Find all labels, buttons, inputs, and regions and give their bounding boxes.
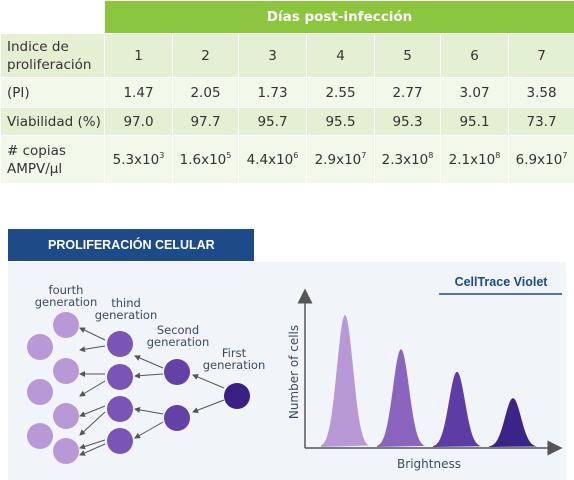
table-cell: 95.7 xyxy=(238,107,307,136)
cell-second-gen xyxy=(164,405,190,431)
table-cell: 95.3 xyxy=(374,107,441,136)
table-cell: 3 xyxy=(238,33,307,78)
chart-peak xyxy=(433,371,481,447)
table-cell: 5.3x103 xyxy=(104,135,173,184)
chart-title: CellTrace Violet xyxy=(455,275,549,289)
lineage-arrows xyxy=(79,327,225,456)
table-cell: 97.0 xyxy=(104,107,173,136)
chart-peak xyxy=(377,349,425,447)
table-cell: 2.9x107 xyxy=(306,135,375,184)
table-cell: 1.73 xyxy=(238,77,307,108)
cell-fourth-gen xyxy=(53,358,79,384)
table-cell: 5 xyxy=(374,33,441,78)
first-generation-cells xyxy=(224,383,250,409)
label-fourth-2: generation xyxy=(35,295,98,309)
x-axis-label: Brightness xyxy=(397,457,461,471)
row-label-pi: (PI) xyxy=(0,77,105,108)
table-cell: 2.1x108 xyxy=(440,135,509,184)
table-cell: 95.1 xyxy=(440,107,509,136)
chart-peak xyxy=(489,398,537,447)
cell-third-gen xyxy=(107,428,133,454)
second-generation-cells xyxy=(164,359,190,431)
fourth-generation-cells xyxy=(27,312,79,464)
cell-fourth-gen xyxy=(27,379,53,405)
cell-third-gen xyxy=(107,396,133,422)
chart-peaks xyxy=(321,315,537,447)
cell-fourth-gen xyxy=(53,312,79,338)
table-corner xyxy=(0,0,105,34)
label-second-2: generation xyxy=(147,335,210,349)
third-generation-cells xyxy=(107,331,133,454)
row-label-copies: # copias AMPV/µl xyxy=(0,135,105,184)
label-first-2: generation xyxy=(203,358,266,372)
label-second-1: Second xyxy=(157,323,199,337)
table-row-index: Indice de proliferación 1 2 3 4 5 6 7 xyxy=(0,33,574,78)
row-label-viability: Viabilidad (%) xyxy=(0,107,105,136)
table-cell: 1.6x105 xyxy=(172,135,239,184)
table-cell: 3.58 xyxy=(507,77,574,108)
table-cell: 95.5 xyxy=(306,107,375,136)
table-cell: 6.9x107 xyxy=(507,135,574,184)
celltrace-chart: CellTrace Violet Number of cells Brightn… xyxy=(287,275,563,471)
table-row-copies: # copias AMPV/µl 5.3x103 1.6x105 4.4x106… xyxy=(0,135,574,184)
label-third-2: generation xyxy=(95,308,158,322)
table-cell: 2.05 xyxy=(172,77,239,108)
section-title-banner: PROLIFERACIÓN CELULAR xyxy=(8,229,254,261)
row-label-index: Indice de proliferación xyxy=(0,33,105,78)
table-cell: 73.7 xyxy=(507,107,574,136)
cell-second-gen xyxy=(164,359,190,385)
label-third-1: thind xyxy=(111,296,141,310)
cell-third-gen xyxy=(107,364,133,390)
y-axis-label: Number of cells xyxy=(287,325,301,419)
table-cell: 97.7 xyxy=(172,107,239,136)
cell-fourth-gen xyxy=(27,334,53,360)
proliferation-table: Días post-infección Indice de proliferac… xyxy=(0,0,574,184)
table-cell: 2.77 xyxy=(374,77,441,108)
table-cell: 2 xyxy=(172,33,239,78)
table-row-pi: (PI) 1.47 2.05 1.73 2.55 2.77 3.07 3.58 xyxy=(0,77,574,108)
table-cell: 4 xyxy=(306,33,375,78)
cell-fourth-gen xyxy=(27,423,53,449)
table-cell: 1.47 xyxy=(104,77,173,108)
table-cell: 2.55 xyxy=(306,77,375,108)
table-row-viability: Viabilidad (%) 97.0 97.7 95.7 95.5 95.3 … xyxy=(0,107,574,136)
cell-first-gen xyxy=(224,383,250,409)
chart-peak xyxy=(321,315,369,447)
cell-third-gen xyxy=(107,331,133,357)
table-cell: 6 xyxy=(440,33,509,78)
label-first-1: First xyxy=(222,346,247,360)
cell-fourth-gen xyxy=(53,403,79,429)
label-fourth-1: fourth xyxy=(49,283,84,297)
table-cell: 4.4x106 xyxy=(238,135,307,184)
table-cell: 2.3x108 xyxy=(374,135,441,184)
cell-fourth-gen xyxy=(53,438,79,464)
